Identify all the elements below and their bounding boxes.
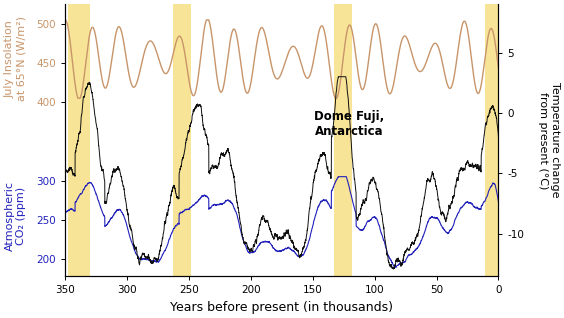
X-axis label: Years before present (in thousands): Years before present (in thousands) xyxy=(170,301,393,314)
Bar xyxy=(68,4,90,276)
Bar xyxy=(334,4,352,276)
Bar xyxy=(485,4,499,276)
Text: Atmospheric
CO₂ (ppm): Atmospheric CO₂ (ppm) xyxy=(5,181,26,252)
Y-axis label: Temperature change
from present (°C): Temperature change from present (°C) xyxy=(538,82,560,198)
Text: July Insolation
at 65°N (W/m²): July Insolation at 65°N (W/m²) xyxy=(5,16,26,101)
Text: Dome Fuji,
Antarctica: Dome Fuji, Antarctica xyxy=(314,110,384,138)
Bar xyxy=(173,4,192,276)
